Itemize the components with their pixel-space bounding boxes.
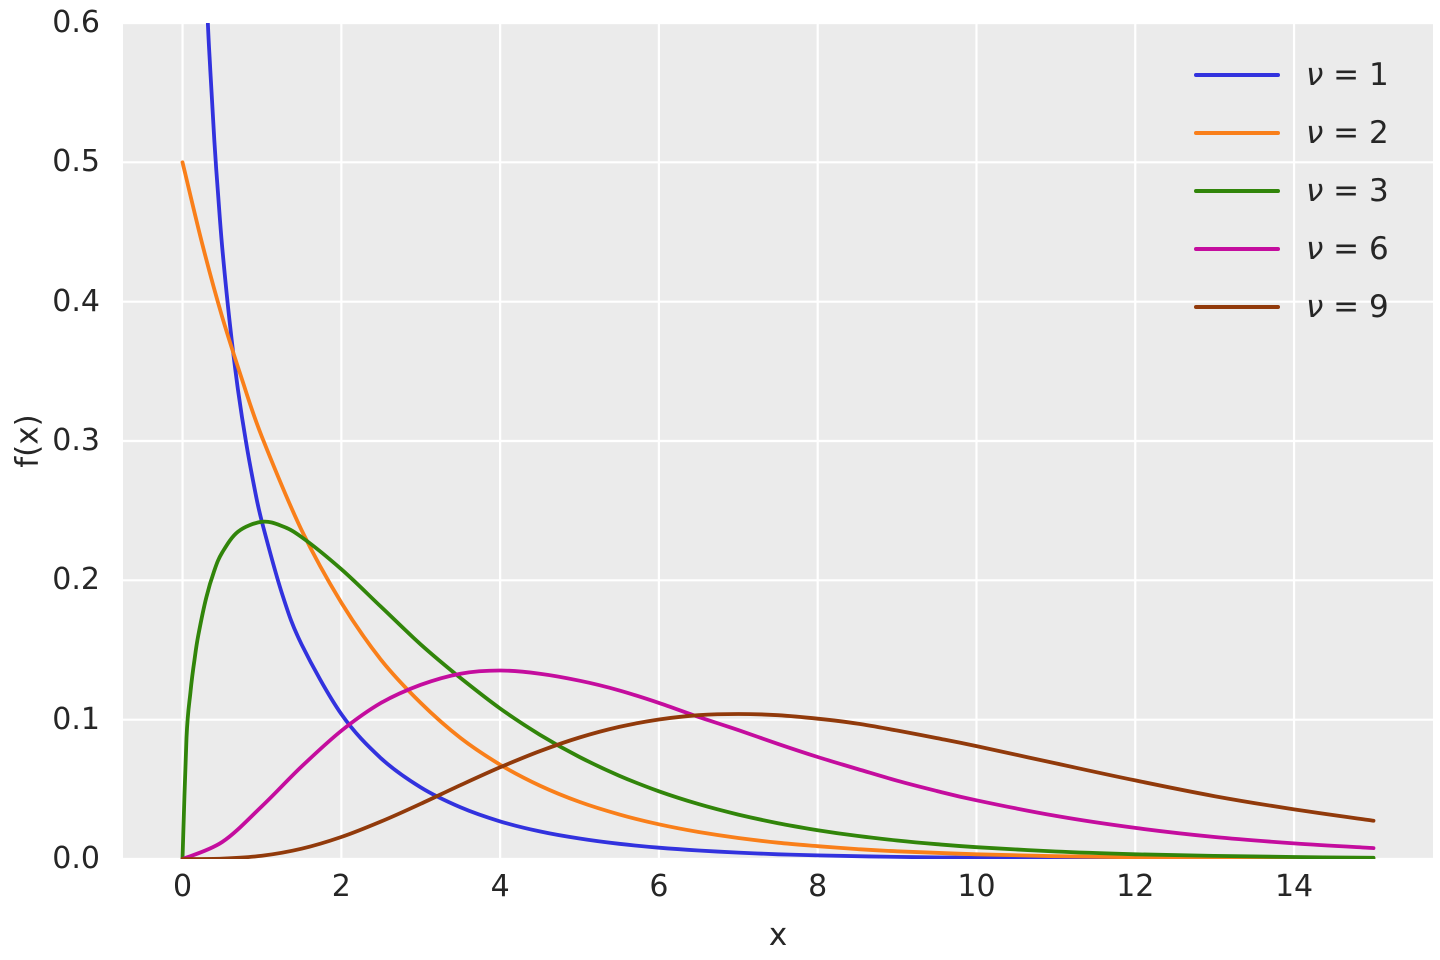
y-tick-0.0: 0.0 (52, 841, 100, 876)
legend-item-label: ν = 6 (1306, 230, 1389, 267)
legend: ν = 1 ν = 2 ν = 3 ν = 6 ν = 9 (1194, 46, 1402, 336)
legend-item: ν = 9 (1194, 278, 1402, 336)
y-tick-0.4: 0.4 (52, 283, 100, 319)
y-tick-0.5: 0.5 (52, 144, 100, 180)
y-tick-0.1: 0.1 (52, 701, 100, 737)
y-tick-0.2: 0.2 (52, 562, 100, 598)
legend-item: ν = 3 (1194, 162, 1402, 220)
legend-item-label: ν = 2 (1306, 114, 1389, 151)
x-axis-label: x (768, 917, 788, 953)
curve-nu-9 (180, 712, 1376, 859)
legend-item: ν = 2 (1194, 104, 1402, 162)
x-tick-12: 12 (1116, 869, 1155, 904)
x-tick-10: 10 (957, 869, 996, 904)
legend-line-swatch (1194, 304, 1280, 310)
x-tick-8: 8 (808, 869, 828, 904)
x-tick-4: 4 (490, 869, 510, 904)
curve-nu-3 (180, 519, 1376, 859)
y-axis-label: f(x) (9, 414, 46, 468)
x-tick-14: 14 (1274, 869, 1314, 904)
curve-nu-1 (205, 23, 1376, 859)
x-tick-6: 6 (649, 869, 669, 904)
x-tick-2: 2 (331, 869, 351, 904)
legend-item: ν = 6 (1194, 220, 1402, 278)
legend-line-swatch (1194, 246, 1280, 252)
y-tick-0.6: 0.6 (52, 5, 100, 40)
legend-item-label: ν = 3 (1306, 172, 1389, 209)
legend-item-label: ν = 9 (1306, 288, 1389, 325)
curve-nu-2 (180, 160, 1376, 859)
legend-line-swatch (1194, 188, 1280, 194)
legend-item-label: ν = 1 (1306, 56, 1389, 93)
legend-line-swatch (1194, 72, 1280, 78)
y-tick-0.3: 0.3 (52, 423, 100, 458)
x-tick-0: 0 (172, 869, 193, 904)
legend-item: ν = 1 (1194, 46, 1402, 104)
legend-line-swatch (1194, 130, 1280, 136)
